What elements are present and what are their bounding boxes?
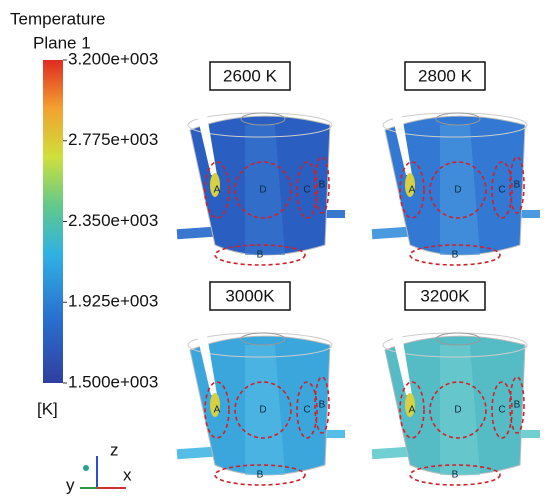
outlet-pipe [518, 430, 540, 438]
legend-subtitle: Plane 1 [33, 33, 91, 52]
axis-triad [80, 456, 126, 489]
region-outline [204, 161, 230, 219]
legend-title: Temperature [10, 9, 105, 28]
region-outline [214, 244, 306, 266]
region-label: D [454, 405, 461, 416]
region-label: C [303, 405, 310, 416]
panel-label: 2800 K [418, 66, 473, 85]
vessel-lid [240, 112, 286, 126]
jet [392, 335, 412, 395]
region-outline [399, 161, 425, 219]
region-label: D [454, 185, 461, 196]
region-outline [429, 381, 487, 439]
region-outline [234, 381, 292, 439]
region-label: A [214, 405, 221, 416]
panel-label-box [209, 281, 291, 311]
region-outline [314, 376, 330, 434]
colorbar-tick-label: 2.350e+003 [68, 211, 158, 230]
jet [197, 115, 217, 175]
hot-spot [210, 173, 220, 197]
axis-z: z [110, 440, 119, 459]
region-outline [214, 464, 306, 486]
region-outline [204, 381, 230, 439]
panel-label: 2600 K [223, 66, 278, 85]
vessel-shade [440, 345, 480, 475]
legend-unit: [K] [37, 399, 58, 418]
vessel-shade [440, 125, 480, 255]
colorbar-tick-label: 2.775e+003 [68, 130, 158, 149]
colorbar-tick-label: 3.200e+003 [68, 49, 158, 68]
region-label: B [319, 180, 326, 191]
axis-x: x [123, 465, 132, 484]
region-label: B [257, 250, 264, 261]
outlet-pipe [518, 210, 540, 218]
colorbar-tick-label: 1.500e+003 [68, 372, 158, 391]
vessel-shade [245, 125, 285, 255]
axis-y: y [66, 475, 75, 494]
region-label: A [214, 185, 221, 196]
region-outline [409, 464, 501, 486]
region-label: C [498, 185, 505, 196]
panel-label-box [404, 61, 486, 91]
hot-spot [405, 173, 415, 197]
jet [392, 115, 412, 175]
outlet-pipe [323, 210, 345, 218]
region-label: B [514, 400, 521, 411]
region-outline [509, 376, 525, 434]
inlet-pipe [371, 446, 413, 460]
region-outline [314, 156, 330, 214]
panel-label: 3000K [225, 286, 275, 305]
region-label: B [452, 470, 459, 481]
region-outline [509, 156, 525, 214]
region-outline [234, 161, 292, 219]
outlet-pipe [323, 430, 345, 438]
region-outline [296, 381, 318, 439]
region-label: B [452, 250, 459, 261]
region-label: B [514, 180, 521, 191]
region-label: B [319, 400, 326, 411]
origin-dot [83, 465, 89, 471]
vessel-lid [435, 332, 481, 346]
region-outline [491, 161, 513, 219]
vessel-lid [240, 332, 286, 346]
panel-label-box [209, 61, 291, 91]
inlet-pipe [176, 226, 218, 240]
region-label: C [498, 405, 505, 416]
region-outline [491, 381, 513, 439]
region-label: D [259, 405, 266, 416]
colorbar-tick-label: 1.925e+003 [68, 292, 158, 311]
region-label: B [257, 470, 264, 481]
region-outline [409, 244, 501, 266]
colorbar [43, 60, 63, 383]
region-outline [399, 381, 425, 439]
inlet-pipe [176, 446, 218, 460]
region-label: C [303, 185, 310, 196]
region-outline [429, 161, 487, 219]
jet [197, 335, 217, 395]
inlet-pipe [371, 226, 413, 240]
region-label: D [259, 185, 266, 196]
hot-spot [210, 393, 220, 417]
region-outline [296, 161, 318, 219]
region-label: A [409, 405, 416, 416]
panel-label-box [404, 281, 486, 311]
panel-label: 3200K [420, 286, 470, 305]
vessel-lid [435, 112, 481, 126]
vessel-shade [245, 345, 285, 475]
region-label: A [409, 185, 416, 196]
hot-spot [405, 393, 415, 417]
